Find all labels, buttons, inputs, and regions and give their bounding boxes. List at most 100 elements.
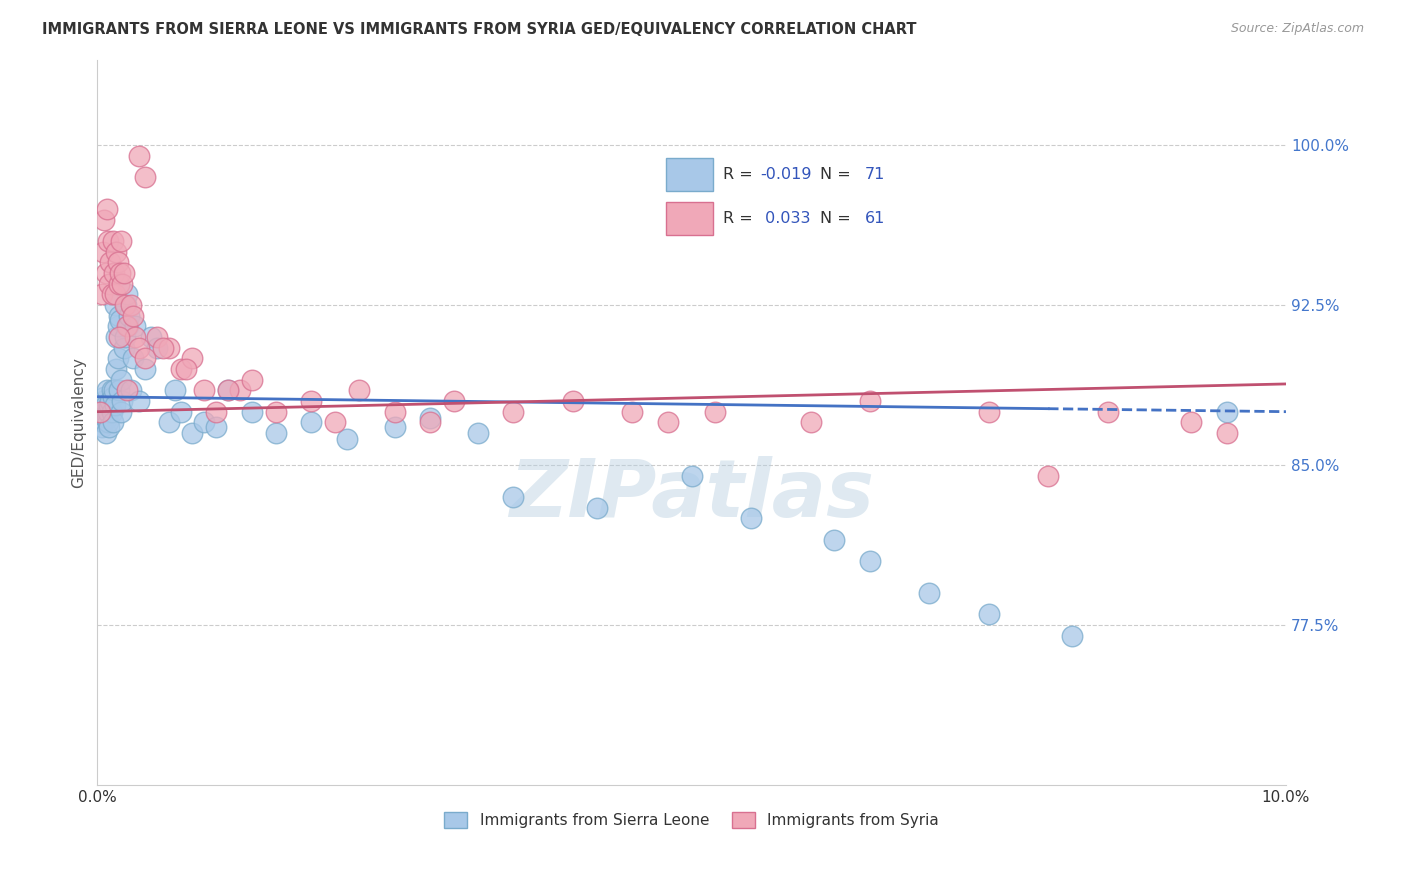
- Point: [163, 384, 186, 398]
- Point: [93, 212, 115, 227]
- Point: [91, 244, 114, 259]
- Point: [240, 405, 263, 419]
- Point: [115, 287, 138, 301]
- Point: [419, 415, 441, 429]
- Point: [91, 398, 114, 412]
- Point: [1060, 629, 1083, 643]
- Point: [264, 425, 287, 440]
- Text: R =: R =: [723, 211, 758, 226]
- Point: [101, 390, 124, 404]
- Point: [108, 313, 131, 327]
- Point: [240, 373, 263, 387]
- Point: [419, 411, 441, 425]
- Point: [139, 330, 162, 344]
- Point: [112, 266, 135, 280]
- Point: [124, 330, 146, 344]
- Point: [103, 266, 125, 280]
- Point: [467, 425, 489, 440]
- Point: [93, 409, 115, 423]
- Point: [157, 341, 180, 355]
- Point: [157, 415, 180, 429]
- Point: [107, 384, 129, 398]
- Point: [384, 405, 406, 419]
- Point: [176, 362, 198, 376]
- Point: [115, 384, 138, 398]
- Point: [977, 607, 1000, 622]
- Point: [122, 351, 145, 366]
- Point: [94, 398, 117, 412]
- Point: [205, 419, 228, 434]
- Point: [120, 298, 142, 312]
- Point: [114, 298, 136, 312]
- Text: Source: ZipAtlas.com: Source: ZipAtlas.com: [1230, 22, 1364, 36]
- Point: [323, 415, 346, 429]
- Point: [561, 394, 583, 409]
- Point: [110, 373, 132, 387]
- Point: [799, 415, 821, 429]
- Point: [111, 277, 134, 291]
- Point: [107, 309, 129, 323]
- Point: [114, 330, 136, 344]
- Point: [115, 298, 138, 312]
- Point: [859, 394, 882, 409]
- Point: [859, 554, 882, 568]
- Point: [96, 411, 118, 425]
- Point: [181, 425, 204, 440]
- Text: ZIPatlas: ZIPatlas: [509, 456, 875, 534]
- Point: [1215, 425, 1237, 440]
- Point: [181, 351, 204, 366]
- Point: [134, 351, 156, 366]
- Point: [977, 405, 1000, 419]
- Point: [502, 405, 524, 419]
- Point: [107, 277, 129, 291]
- Text: 61: 61: [865, 211, 884, 226]
- Point: [918, 586, 941, 600]
- Text: N =: N =: [820, 167, 856, 182]
- Point: [299, 394, 322, 409]
- Text: 71: 71: [865, 167, 884, 182]
- Point: [384, 419, 406, 434]
- Point: [96, 384, 118, 398]
- Point: [585, 500, 607, 515]
- Point: [103, 384, 125, 398]
- Point: [229, 384, 252, 398]
- Point: [110, 405, 132, 419]
- Point: [96, 202, 118, 216]
- Point: [1038, 468, 1060, 483]
- Point: [740, 511, 762, 525]
- Point: [101, 234, 124, 248]
- Point: [91, 287, 114, 301]
- Point: [1097, 405, 1119, 419]
- Point: [94, 425, 117, 440]
- Point: [621, 405, 644, 419]
- Y-axis label: GED/Equivalency: GED/Equivalency: [72, 357, 86, 488]
- Point: [193, 415, 215, 429]
- Point: [107, 330, 129, 344]
- Bar: [665, 202, 713, 235]
- Point: [134, 169, 156, 184]
- Point: [120, 384, 142, 398]
- Point: [98, 419, 121, 434]
- Point: [681, 468, 703, 483]
- Point: [104, 398, 127, 412]
- Point: [128, 341, 150, 355]
- Point: [1215, 405, 1237, 419]
- Point: [152, 341, 174, 355]
- Point: [443, 394, 465, 409]
- Point: [104, 298, 127, 312]
- Point: [100, 255, 122, 269]
- Point: [97, 234, 120, 248]
- Point: [100, 287, 122, 301]
- Point: [105, 362, 128, 376]
- Point: [347, 384, 370, 398]
- Point: [193, 384, 215, 398]
- Point: [124, 319, 146, 334]
- Point: [657, 415, 679, 429]
- Point: [107, 255, 129, 269]
- Point: [217, 384, 239, 398]
- Point: [299, 415, 322, 429]
- Point: [98, 398, 121, 412]
- Point: [89, 411, 111, 425]
- Point: [105, 244, 128, 259]
- Point: [134, 362, 156, 376]
